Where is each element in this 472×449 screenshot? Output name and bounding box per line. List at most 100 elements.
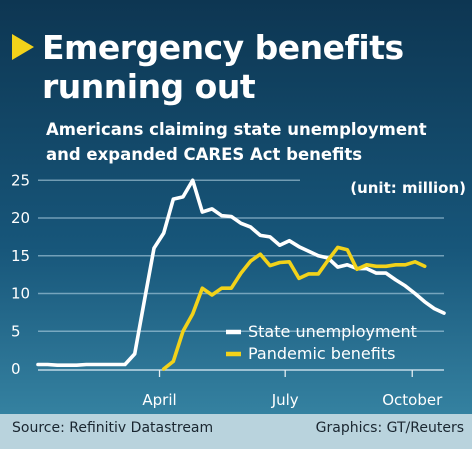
data-point-state-unemployment-32 — [346, 264, 349, 266]
data-point-pandemic-benefits-0 — [162, 368, 165, 370]
data-point-state-unemployment-9 — [124, 363, 126, 366]
data-point-state-unemployment-7 — [104, 363, 107, 366]
data-point-state-unemployment-14 — [172, 198, 175, 200]
y-tick-label-10: 10 — [11, 285, 30, 303]
data-point-state-unemployment-6 — [95, 363, 97, 366]
data-point-state-unemployment-13 — [162, 232, 165, 234]
data-point-state-unemployment-17 — [201, 211, 204, 213]
data-point-pandemic-benefits-19 — [346, 248, 349, 251]
y-tick-label-25: 25 — [11, 171, 30, 189]
legend-label-pandemic-benefits: Pandemic benefits — [248, 344, 395, 363]
data-point-state-unemployment-34 — [365, 267, 368, 270]
chart-title-line2: running out — [42, 67, 256, 106]
data-point-state-unemployment-15 — [182, 196, 184, 198]
data-point-state-unemployment-37 — [394, 279, 397, 281]
data-point-pandemic-benefits-15 — [307, 273, 310, 275]
data-point-state-unemployment-0 — [37, 363, 39, 366]
y-tick-label-5: 5 — [11, 322, 21, 340]
data-point-state-unemployment-41 — [433, 307, 436, 310]
data-point-state-unemployment-26 — [288, 239, 291, 242]
data-point-pandemic-benefits-25 — [404, 264, 407, 266]
x-tick-label-april: April — [142, 391, 176, 409]
chart-title: Emergency benefits running out — [42, 28, 404, 106]
data-point-pandemic-benefits-13 — [288, 261, 291, 263]
data-point-state-unemployment-21 — [240, 222, 242, 225]
grid-lines — [38, 179, 444, 371]
data-point-state-unemployment-39 — [414, 292, 416, 295]
data-point-pandemic-benefits-16 — [317, 273, 320, 275]
data-point-state-unemployment-20 — [230, 215, 233, 218]
chart-subtitle: Americans claiming state unemployment an… — [46, 117, 466, 167]
data-point-state-unemployment-5 — [85, 363, 88, 366]
y-tick-labels: 0 5 10 15 20 25 — [11, 171, 30, 378]
data-point-state-unemployment-18 — [211, 208, 213, 210]
data-point-state-unemployment-19 — [220, 214, 223, 217]
legend-label-state-unemployment: State unemployment — [248, 322, 417, 341]
data-point-state-unemployment-4 — [75, 364, 78, 367]
data-point-state-unemployment-23 — [259, 234, 262, 237]
series-line-pandemic-benefits — [161, 245, 427, 371]
data-point-pandemic-benefits-11 — [269, 264, 271, 267]
footer-band — [0, 414, 472, 449]
data-point-pandemic-benefits-10 — [259, 253, 262, 255]
data-point-state-unemployment-1 — [46, 363, 49, 366]
data-point-state-unemployment-3 — [66, 364, 68, 367]
chart-title-line1: Emergency benefits — [42, 28, 404, 67]
data-point-pandemic-benefits-20 — [356, 268, 358, 271]
data-point-pandemic-benefits-2 — [182, 330, 184, 333]
x-tick-label-july: July — [271, 391, 299, 409]
y-tick-label-20: 20 — [11, 209, 30, 227]
source-note: Source: Refinitiv Datastream — [12, 420, 214, 436]
data-point-state-unemployment-11 — [143, 300, 146, 302]
data-point-pandemic-benefits-9 — [249, 260, 252, 262]
data-point-pandemic-benefits-12 — [278, 261, 281, 264]
x-tick-marks — [158, 370, 413, 377]
data-point-state-unemployment-25 — [278, 244, 281, 246]
y-tick-label-0: 0 — [11, 360, 21, 378]
data-point-pandemic-benefits-17 — [327, 259, 329, 262]
x-tick-labels: April July October — [142, 391, 443, 409]
data-point-state-unemployment-27 — [298, 245, 300, 248]
data-point-state-unemployment-29 — [317, 255, 320, 257]
data-point-state-unemployment-10 — [133, 353, 136, 355]
data-point-state-unemployment-24 — [269, 236, 271, 238]
data-point-state-unemployment-22 — [249, 226, 252, 228]
data-point-state-unemployment-2 — [56, 364, 59, 367]
data-point-state-unemployment-8 — [114, 363, 117, 366]
data-point-pandemic-benefits-23 — [385, 265, 387, 268]
data-point-state-unemployment-16 — [191, 179, 194, 182]
chart-subtitle-line1: Americans claiming state unemployment — [46, 120, 427, 139]
data-point-state-unemployment-42 — [443, 312, 445, 314]
data-point-state-unemployment-35 — [375, 272, 378, 274]
graphics-credit: Graphics: GT/Reuters — [315, 420, 464, 436]
y-tick-label-15: 15 — [11, 247, 30, 265]
data-point-pandemic-benefits-4 — [201, 287, 204, 290]
data-point-state-unemployment-28 — [307, 250, 310, 252]
data-point-pandemic-benefits-27 — [423, 265, 426, 268]
data-point-state-unemployment-36 — [385, 272, 387, 274]
data-point-pandemic-benefits-26 — [414, 261, 416, 263]
data-point-pandemic-benefits-7 — [230, 287, 233, 290]
data-point-state-unemployment-38 — [404, 285, 407, 287]
data-point-pandemic-benefits-1 — [172, 360, 175, 363]
title-arrow-icon — [12, 34, 34, 60]
data-point-state-unemployment-12 — [153, 247, 155, 249]
data-point-pandemic-benefits-22 — [375, 265, 378, 268]
data-point-state-unemployment-40 — [423, 301, 426, 303]
unit-label: (unit: million) — [350, 179, 466, 197]
chart-subtitle-line2: and expanded CARES Act benefits — [46, 145, 363, 164]
data-point-pandemic-benefits-24 — [394, 264, 397, 266]
data-point-pandemic-benefits-8 — [240, 272, 242, 274]
legend: State unemployment Pandemic benefits — [226, 322, 417, 363]
x-tick-label-october: October — [382, 391, 443, 409]
data-point-pandemic-benefits-18 — [336, 246, 339, 249]
data-point-pandemic-benefits-5 — [211, 294, 213, 296]
data-point-state-unemployment-31 — [336, 266, 339, 268]
data-point-pandemic-benefits-6 — [220, 287, 223, 290]
series-lines — [36, 178, 446, 371]
title-block: Emergency benefits running out — [12, 28, 404, 106]
data-point-pandemic-benefits-3 — [191, 313, 194, 315]
data-point-pandemic-benefits-21 — [365, 264, 368, 266]
